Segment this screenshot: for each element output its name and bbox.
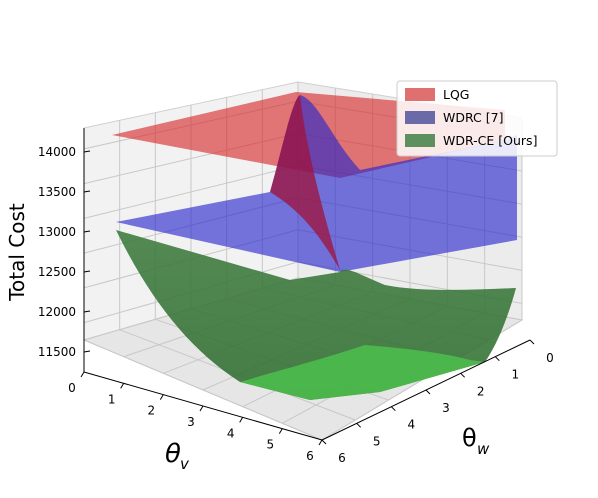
- legend-label-1: LQG: [443, 87, 470, 102]
- y-axis-ticks: 0 1 2 3 4 5 6: [321, 339, 554, 465]
- z-tick-label: 13000: [38, 225, 76, 239]
- svg-text:θ: θ: [165, 439, 181, 469]
- wdr-ce-basin: [240, 345, 485, 400]
- z-tick-label: 11500: [38, 345, 76, 359]
- y-tick-mark: [460, 372, 466, 378]
- y-tick-label: 3: [442, 401, 450, 415]
- z-tick-mark: [83, 190, 91, 193]
- y-tick-mark: [529, 339, 535, 345]
- legend-label-3: WDR-CE [Ours]: [443, 133, 537, 148]
- x-tick-mark: [159, 394, 164, 400]
- z-tick-mark: [83, 150, 91, 153]
- y-tick-label: 1: [512, 368, 520, 382]
- x-tick-label: 3: [187, 415, 195, 429]
- legend-label-2: WDRC [7]: [443, 110, 503, 125]
- z-tick-label: 12500: [38, 265, 76, 279]
- legend-swatch-3: [405, 134, 435, 147]
- x-tick-label: 1: [108, 392, 116, 406]
- x-tick-mark: [120, 383, 125, 389]
- y-tick-mark: [321, 439, 327, 445]
- z-tick-mark: [83, 350, 91, 353]
- svg-text:w: w: [477, 440, 490, 458]
- x-axis-label: θ v: [165, 439, 190, 473]
- y-tick-label: 6: [338, 451, 346, 465]
- x-tick-mark: [80, 371, 85, 378]
- y-tick-label: 4: [408, 418, 416, 432]
- x-axis-ticks: 0 1 2 3 4 5 6: [68, 371, 323, 463]
- legend: LQG WDRC [7] WDR-CE [Ours]: [396, 80, 558, 157]
- z-tick-label: 14000: [38, 145, 76, 159]
- wdrc-peak: [270, 95, 340, 270]
- y-tick-mark: [425, 389, 431, 395]
- svg-text:v: v: [180, 455, 190, 473]
- x-tick-mark: [278, 428, 283, 434]
- x-tick-mark: [199, 405, 204, 412]
- y-tick-label: 0: [546, 351, 554, 365]
- legend-box: [396, 80, 558, 157]
- z-tick-mark: [83, 230, 91, 233]
- x-tick-label: 0: [68, 381, 76, 395]
- x-tick-label: 5: [267, 438, 275, 452]
- y-tick-mark: [390, 406, 396, 412]
- x-tick-label: 4: [227, 426, 235, 440]
- x-tick-label: 6: [306, 449, 314, 463]
- z-tick-mark: [83, 310, 91, 313]
- y-tick-mark: [494, 356, 500, 362]
- y-tick-mark: [356, 422, 362, 428]
- legend-swatch-1: [405, 88, 435, 101]
- z-axis-ticks: 11500 12000 12500 13000 13500 14000: [38, 145, 91, 359]
- x-tick-mark: [239, 417, 244, 423]
- y-axis-label: θ w: [462, 424, 490, 458]
- legend-swatch-2: [405, 111, 435, 124]
- z-tick-label: 12000: [38, 305, 76, 319]
- z-tick-label: 13500: [38, 185, 76, 199]
- x-tick-mark: [318, 439, 323, 446]
- z-tick-mark: [83, 270, 91, 273]
- x-tick-label: 2: [148, 404, 156, 418]
- z-axis-label: Total Cost: [5, 203, 29, 302]
- y-tick-label: 2: [477, 384, 485, 398]
- svg-text:θ: θ: [462, 424, 477, 452]
- y-tick-label: 5: [373, 434, 381, 448]
